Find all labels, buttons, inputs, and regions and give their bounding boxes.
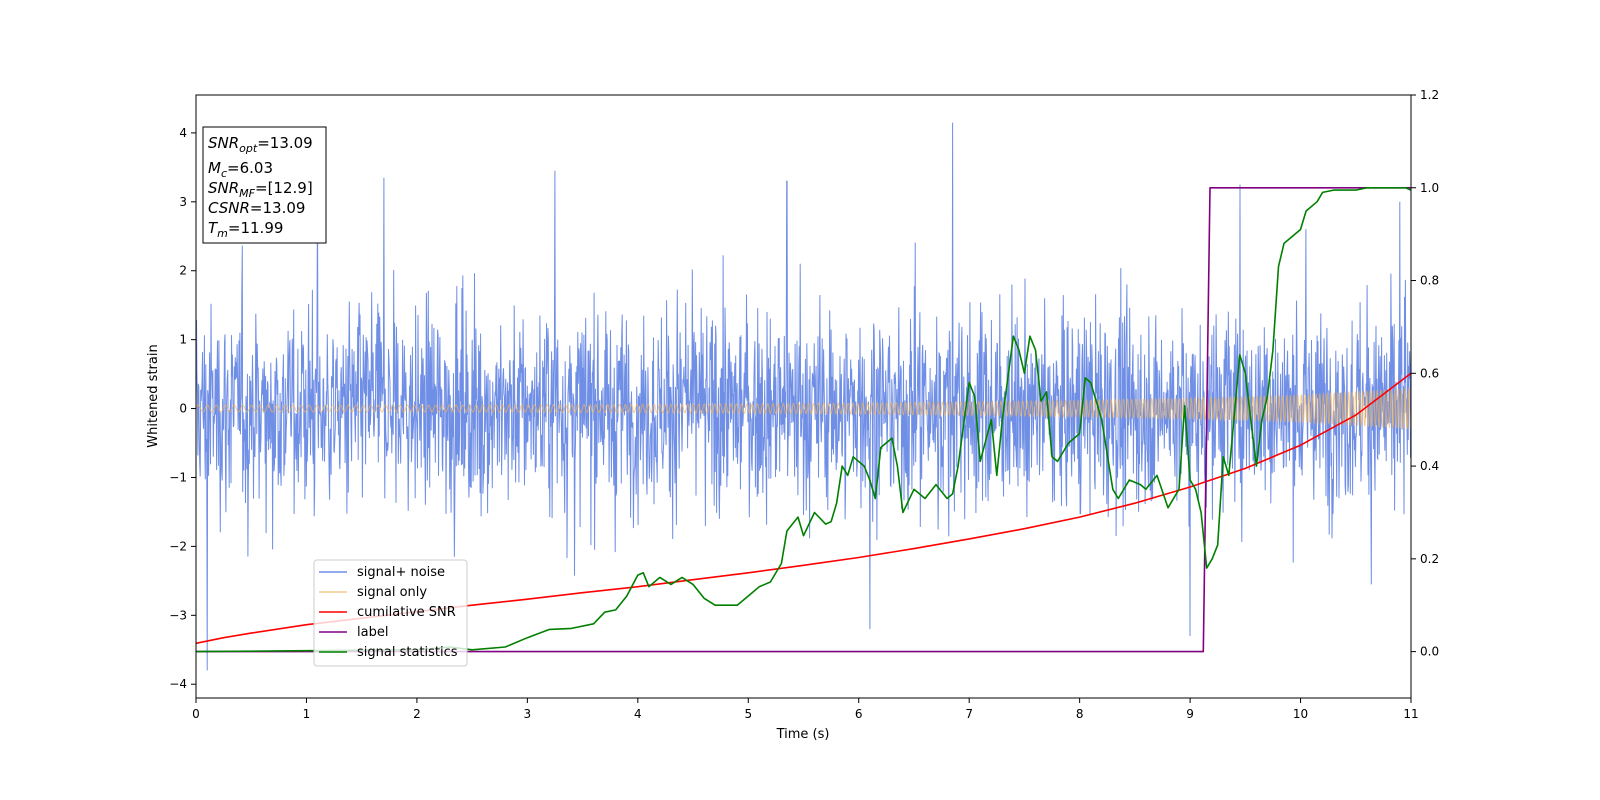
x-tick-label: 5 [744,707,752,721]
legend-label-label: label [357,625,388,640]
legend-label-signal-only: signal only [357,585,427,600]
y-left-tick-label: 3 [179,195,187,209]
y-left-tick-label: 4 [179,126,187,140]
x-tick-label: 8 [1076,707,1084,721]
series-signal-plus-noise [196,122,1411,671]
info-box: SNRopt=13.09 Mc=6.03 SNRMF=[12.9] CSNR=1… [202,126,327,244]
y-left-tick-label: −1 [169,470,187,484]
legend-label-cumulative-snr: cumilative SNR [357,605,456,620]
info-tm: Tm=11.99 [208,219,283,240]
x-axis: 0 1 2 3 4 5 6 7 8 9 10 11 [192,698,1419,721]
info-mc: Mc=6.03 [208,159,273,180]
y-left-tick-label: 1 [179,333,187,347]
y-left-tick-label: −2 [169,539,187,553]
line-signal-only [196,387,1411,430]
x-tick-label: 2 [413,707,421,721]
y-right-tick-label: 0.8 [1420,274,1439,288]
line-signal-plus-noise [196,122,1411,671]
y-right-tick-label: 0.6 [1420,366,1439,380]
x-tick-label: 0 [192,707,200,721]
y-left-tick-label: 0 [179,402,187,416]
x-tick-label: 1 [303,707,311,721]
x-tick-label: 10 [1293,707,1308,721]
legend: signal+ noise signal only cumilative SNR… [313,559,468,667]
legend-frame [313,559,468,667]
y-left-tick-label: −3 [169,608,187,622]
x-tick-label: 6 [855,707,863,721]
line-signal-statistics [196,187,1411,653]
plot-frame [195,94,1412,699]
x-tick-label: 11 [1403,707,1418,721]
legend-label-signal-plus-noise: signal+ noise [357,565,445,580]
y-axis-label: Whitened strain [146,344,161,447]
x-tick-label: 3 [524,707,532,721]
x-axis-label: Time (s) [776,727,830,742]
y-left-tick-label: −4 [169,677,187,691]
info-box-frame [202,126,327,244]
legend-label-signal-statistics: signal statistics [357,645,458,660]
info-snr-opt: SNRopt=13.09 [208,134,313,155]
x-tick-label: 7 [965,707,973,721]
y-axis-right: 0.0 0.2 0.4 0.6 0.8 1.0 1.2 [1411,88,1439,659]
y-right-tick-label: 0.2 [1420,552,1439,566]
info-snr-mf: SNRMF=[12.9] [208,179,313,200]
line-label [196,187,1411,653]
y-left-tick-label: 2 [179,264,187,278]
y-right-tick-label: 0.0 [1420,645,1439,659]
x-tick-label: 4 [634,707,642,721]
series-signal-only [196,387,1411,430]
y-axis-left: −4 −3 −2 −1 0 1 2 3 4 [169,126,196,691]
y-right-tick-label: 1.0 [1420,181,1439,195]
x-tick-label: 9 [1186,707,1194,721]
info-csnr: CSNR=13.09 [208,199,305,217]
y-right-tick-label: 0.4 [1420,459,1439,473]
y-right-tick-label: 1.2 [1420,88,1439,102]
